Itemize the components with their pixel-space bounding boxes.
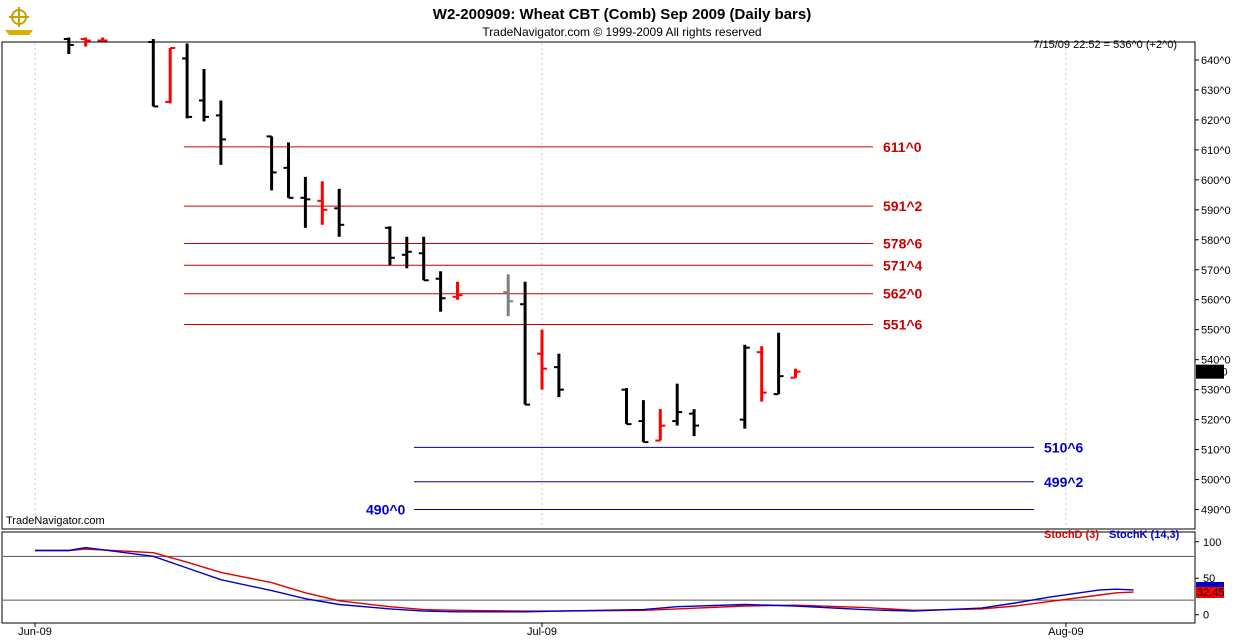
price-bar: [418, 236, 429, 282]
price-tick-label: 520^0: [1201, 415, 1231, 427]
price-bar: [199, 68, 209, 122]
resistance-label: 551^6: [883, 316, 923, 332]
logo: [5, 7, 33, 35]
price-bar: [80, 37, 91, 47]
chart-title: W2-200909: Wheat CBT (Comb) Sep 2009 (Da…: [433, 6, 811, 23]
price-tick-label: 510^0: [1201, 445, 1231, 457]
resistance-label: 571^4: [883, 257, 923, 273]
price-bar: [756, 346, 767, 402]
price-tick-label: 590^0: [1201, 205, 1231, 217]
price-bar: [790, 368, 801, 379]
price-bar: [266, 135, 277, 191]
price-bar: [773, 332, 784, 396]
price-tick-label: 550^0: [1201, 325, 1231, 337]
price-bar: [97, 37, 108, 42]
support-label: 510^6: [1044, 439, 1084, 455]
resistance-label: 578^6: [883, 236, 923, 252]
price-bar: [384, 226, 395, 266]
price-bar: [452, 281, 463, 300]
price-bar: [435, 271, 446, 312]
time-tick-label: Jun-09: [18, 626, 52, 638]
price-bar: [63, 37, 74, 54]
price-tick-label: 530^0: [1201, 385, 1231, 397]
price-bar: [317, 181, 328, 225]
resistance-label: 591^2: [883, 198, 923, 214]
stoch-k-line: [35, 546, 1134, 613]
price-bar: [655, 409, 666, 442]
resistance-label: 562^0: [883, 286, 923, 302]
price-levels: 611^0 591^2 578^6 571^4 562^0 551^6 510^6 499^2…: [184, 139, 1084, 518]
vertical-grid: [34, 43, 1067, 622]
price-tick-label: 540^0: [1201, 355, 1231, 367]
price-bar: [739, 344, 750, 429]
price-bar: [537, 329, 547, 390]
price-bar: [689, 409, 700, 437]
price-tick-label: 580^0: [1201, 235, 1231, 247]
price-bar: [503, 274, 514, 317]
price-tick-label: 640^0: [1201, 55, 1231, 67]
price-bar: [553, 353, 564, 398]
support-label: 490^0: [366, 502, 406, 518]
stoch-tick-label: 0: [1203, 610, 1209, 622]
resistance-label: 611^0: [883, 139, 922, 155]
price-bar: [621, 388, 632, 426]
price-bar: [401, 236, 412, 269]
price-bar: [672, 383, 683, 426]
price-bar: [165, 46, 176, 104]
price-axis: 490^0 500^0 510^0 520^0 530^0 540^0 550^0 560^0…: [1195, 55, 1231, 517]
price-tick-label: 500^0: [1201, 475, 1231, 487]
price-tick-label: 560^0: [1201, 295, 1231, 307]
stoch-tick-label: 100: [1203, 537, 1221, 549]
price-tick-label: 630^0: [1201, 85, 1231, 97]
ship-wheel-icon: [5, 7, 33, 35]
price-panel: [1, 41, 1196, 530]
price-bar: [300, 176, 311, 228]
time-tick-label: Aug-09: [1048, 626, 1083, 638]
legend-stoch-k: StochK (14,3): [1109, 529, 1180, 541]
copyright-text: TradeNavigator.com © 1999-2009 All right…: [482, 25, 761, 39]
price-bar: [638, 400, 649, 444]
price-bar: [283, 142, 294, 199]
last-price-label: 536^0: [1198, 367, 1228, 379]
stoch-k-marker: [1196, 582, 1224, 587]
price-bars: [63, 37, 801, 444]
price-bar: [148, 39, 159, 108]
last-update-text: 7/15/09 22:52 = 536^0 (+2^0): [1033, 39, 1177, 51]
stoch-value-label: 32.45: [1197, 587, 1225, 599]
price-bar: [215, 100, 226, 165]
price-tick-label: 570^0: [1201, 265, 1231, 277]
price-tick-label: 600^0: [1201, 175, 1231, 187]
support-label: 499^2: [1044, 474, 1084, 490]
time-tick-label: Jul-09: [527, 626, 557, 638]
watermark-text: TradeNavigator.com: [6, 515, 105, 527]
stoch-value-badge: [1196, 587, 1224, 598]
stoch-panel: [1, 531, 1196, 624]
price-bar: [182, 43, 193, 119]
price-bar: [520, 281, 531, 406]
time-axis: Jun-09 Jul-09 Aug-09: [2, 622, 1195, 638]
legend-stoch-d: StochD (3): [1044, 529, 1099, 541]
price-tick-label: 620^0: [1201, 115, 1231, 127]
price-tick-label: 610^0: [1201, 145, 1231, 157]
last-price-badge: [1196, 364, 1224, 379]
price-tick-label: 490^0: [1201, 505, 1231, 517]
price-bar: [334, 188, 345, 237]
